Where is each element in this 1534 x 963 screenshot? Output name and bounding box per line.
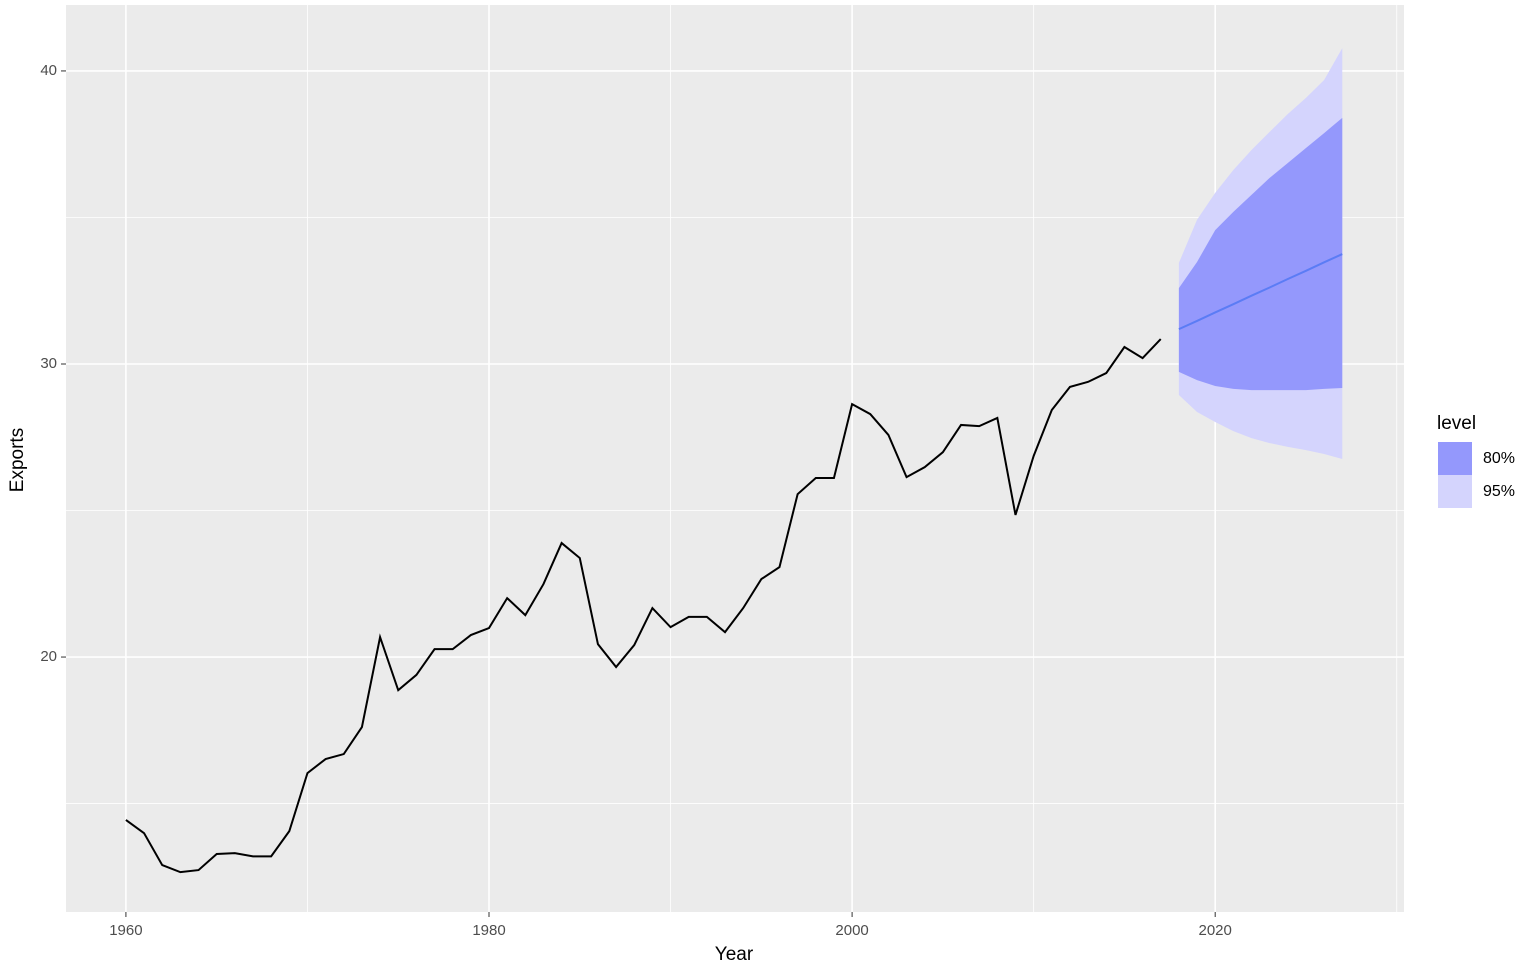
y-tick-label: 20: [40, 648, 57, 665]
y-tick-label: 40: [40, 62, 57, 79]
legend-label: 80%: [1483, 450, 1515, 467]
panel: [66, 5, 1404, 912]
y-axis-title: Exports: [7, 428, 28, 492]
legend-title: level: [1437, 413, 1476, 434]
x-tick-label: 1980: [472, 922, 505, 939]
history-line: [125, 338, 1162, 874]
legend-key: [1438, 442, 1472, 475]
legend-key: [1438, 475, 1472, 508]
y-tick-label: 30: [40, 355, 57, 372]
x-tick-label: 2020: [1199, 922, 1232, 939]
legend-label: 95%: [1483, 483, 1515, 500]
interval-band: [1178, 117, 1343, 391]
x-tick-label: 1960: [109, 922, 142, 939]
x-tick-label: 2000: [835, 922, 868, 939]
forecast-line: [1178, 253, 1343, 331]
x-axis-title: Year: [715, 944, 754, 963]
